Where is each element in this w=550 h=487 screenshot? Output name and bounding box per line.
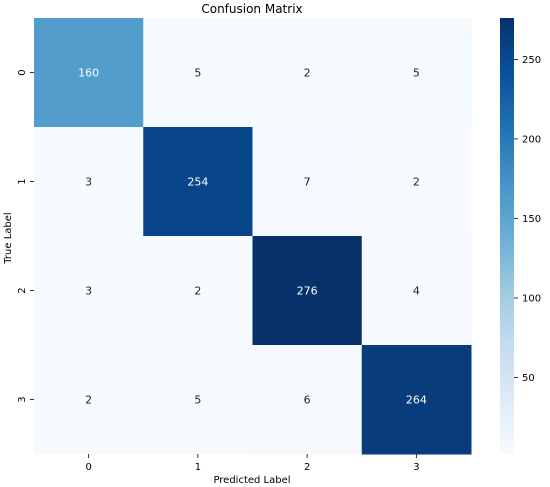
heatmap-cell	[252, 236, 363, 346]
y-tick-label: 0	[17, 69, 28, 75]
heatmap-cell	[143, 127, 253, 237]
x-tick-label: 0	[85, 462, 91, 473]
y-tick-label: 2	[17, 287, 28, 293]
x-tick-label: 2	[304, 462, 310, 473]
y-tick-label: 3	[17, 396, 28, 402]
x-axis-label: Predicted Label	[213, 475, 290, 486]
heatmap-cell	[34, 127, 144, 237]
heatmap-cell	[34, 345, 144, 455]
cell-value-label: 264	[406, 394, 427, 407]
colorbar-ticks: 50 100 150 200 250	[514, 55, 541, 384]
heatmap-cell	[252, 127, 363, 237]
cell-value-label: 2	[304, 67, 311, 80]
y-axis-label: True Label	[3, 212, 14, 264]
heatmap-cell	[34, 18, 144, 128]
cell-value-label: 4	[413, 285, 420, 298]
cell-value-label: 3	[85, 176, 92, 189]
y-tick-label: 1	[17, 178, 28, 184]
heatmap-cell	[361, 127, 472, 237]
y-axis-ticks: 0 1 2 3	[17, 69, 34, 403]
heatmap-cell	[361, 345, 472, 455]
colorbar-tick-label: 100	[522, 294, 541, 305]
heatmap-cell	[252, 345, 363, 455]
cell-value-label: 160	[78, 67, 99, 80]
cell-value-label: 7	[304, 176, 311, 189]
heatmap-cell	[361, 18, 472, 128]
colorbar-tick-label: 50	[522, 373, 535, 384]
cell-value-label: 276	[297, 285, 318, 298]
cell-value-label: 5	[413, 67, 420, 80]
cell-value-label: 5	[194, 394, 201, 407]
heatmap-cell	[252, 18, 363, 128]
colorbar-tick-label: 150	[522, 214, 541, 225]
heatmap-cell	[34, 236, 144, 346]
heatmap-cell	[143, 236, 253, 346]
cell-value-label: 2	[194, 285, 201, 298]
cell-value-label: 6	[304, 394, 311, 407]
heatmap-cell	[143, 345, 253, 455]
cell-value-label: 3	[85, 285, 92, 298]
x-axis-ticks: 0 1 2 3	[85, 454, 420, 473]
heatmap-cells	[34, 18, 472, 455]
colorbar-tick-label: 200	[522, 134, 541, 145]
heatmap-cell-labels: 160 5 2 5 3 254 7 2 3 2 276 4 2 5 6 264	[78, 67, 427, 407]
colorbar	[500, 18, 514, 454]
cell-value-label: 2	[413, 176, 420, 189]
heatmap-cell	[361, 236, 472, 346]
x-tick-label: 1	[195, 462, 201, 473]
x-tick-label: 3	[413, 462, 419, 473]
heatmap-cell	[143, 18, 253, 128]
chart-title: Confusion Matrix	[201, 2, 302, 16]
cell-value-label: 2	[85, 394, 92, 407]
colorbar-tick-label: 250	[522, 55, 541, 66]
cell-value-label: 5	[194, 67, 201, 80]
cell-value-label: 254	[187, 176, 208, 189]
